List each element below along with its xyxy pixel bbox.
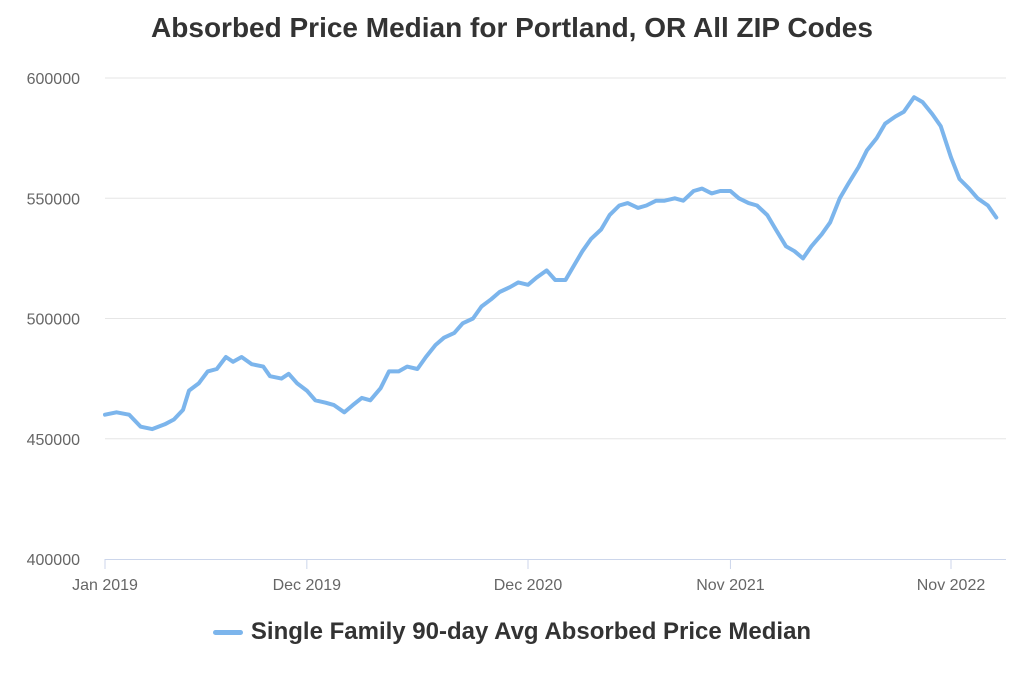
series-line <box>103 95 999 432</box>
y-tick-label: 500000 <box>27 312 80 329</box>
x-tick-label: Nov 2022 <box>917 577 986 594</box>
x-tick-label: Dec 2020 <box>494 577 563 594</box>
chart-title: Absorbed Price Median for Portland, OR A… <box>151 12 873 43</box>
y-tick-label: 550000 <box>27 191 80 208</box>
x-tick-label: Dec 2019 <box>273 577 342 594</box>
legend-label: Single Family 90-day Avg Absorbed Price … <box>250 618 812 645</box>
x-axis-labels: Jan 2019 Dec 2019 Dec 2020 Nov 2021 Nov 2022 <box>72 577 985 594</box>
y-axis-labels: 400000 450000 500000 550000 600000 <box>27 71 80 569</box>
x-tick-label: Jan 2019 <box>72 577 138 594</box>
legend-swatch <box>212 629 243 635</box>
x-tick-label: Nov 2021 <box>696 577 765 594</box>
y-tick-label: 600000 <box>27 71 80 88</box>
series-layer <box>103 95 999 432</box>
legend[interactable]: Single Family 90-day Avg Absorbed Price … <box>0 618 1024 646</box>
y-tick-label: 450000 <box>27 432 80 449</box>
x-axis <box>104 559 1006 569</box>
y-tick-label: 400000 <box>27 552 80 569</box>
gridlines <box>105 77 1006 440</box>
